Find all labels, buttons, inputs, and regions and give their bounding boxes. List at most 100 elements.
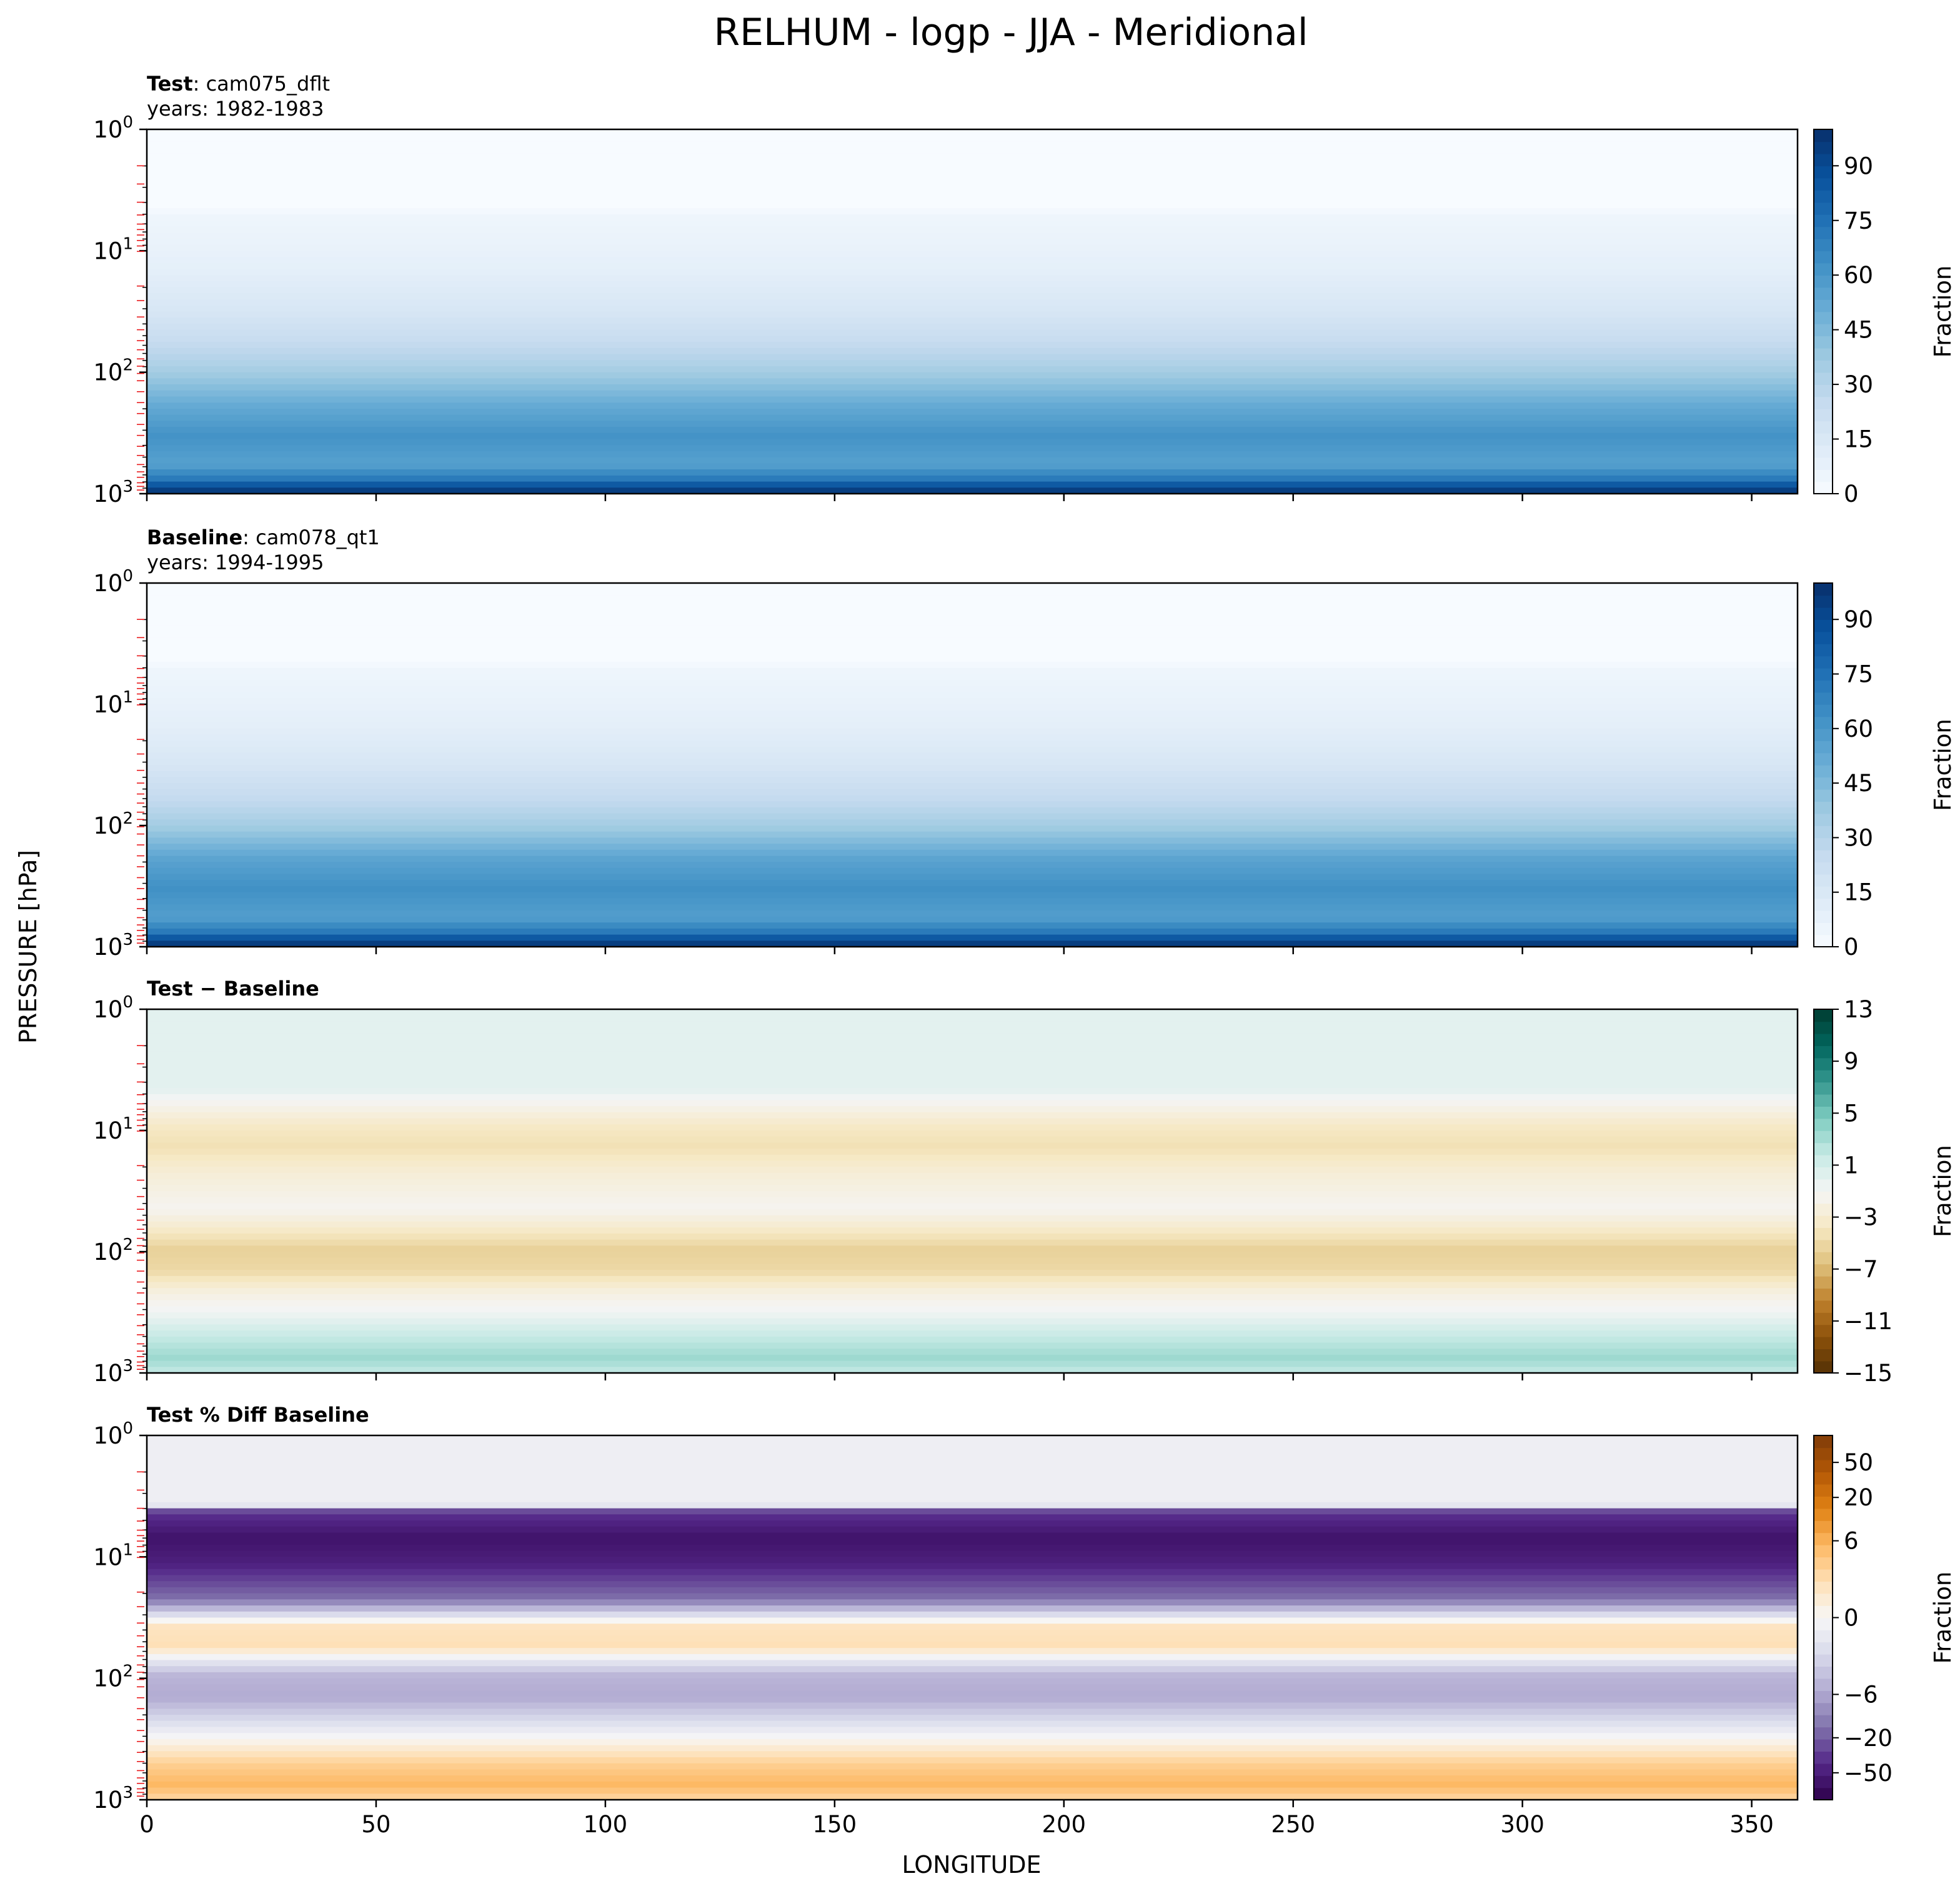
baseline-contour-band xyxy=(147,692,1798,699)
baseline-contour-band xyxy=(147,728,1798,736)
diff-contour-band xyxy=(147,1185,1798,1192)
pctdiff-colorbar-segment xyxy=(1814,1557,1833,1570)
diff-contour-band xyxy=(147,1149,1798,1155)
diff-y-tick-label: 102 xyxy=(93,1235,133,1265)
baseline-colorbar-segment xyxy=(1814,728,1833,741)
pctdiff-colorbar-segment xyxy=(1814,1532,1833,1545)
baseline-contour-band xyxy=(147,837,1798,844)
test-contour-band xyxy=(147,172,1798,179)
baseline-colorbar-segment xyxy=(1814,607,1833,620)
test-contour-band xyxy=(147,469,1798,476)
test-y-tick-label: 102 xyxy=(93,356,133,386)
baseline-contour-band xyxy=(147,777,1798,784)
pctdiff-contour-band xyxy=(147,1484,1798,1491)
pctdiff-colorbar-label: Fraction xyxy=(1929,1572,1956,1664)
baseline-contour-band xyxy=(147,710,1798,717)
test-panel-title: Test: cam075_dflt xyxy=(147,72,330,96)
baseline-colorbar-segment xyxy=(1814,752,1833,766)
baseline-contour-band xyxy=(147,662,1798,669)
pctdiff-contour-band xyxy=(147,1617,1798,1624)
diff-colorbar-segment xyxy=(1814,1130,1833,1144)
pctdiff-colorbar-tick-label: −20 xyxy=(1844,1725,1893,1752)
pctdiff-colorbar-segment xyxy=(1814,1775,1833,1789)
pctdiff-panel-title: Test % Diff Baseline xyxy=(147,1403,369,1427)
test-colorbar-tick-label: 15 xyxy=(1844,426,1873,453)
baseline-y-tick-label: 101 xyxy=(93,688,133,718)
pctdiff-contour-band xyxy=(147,1508,1798,1515)
test-contour-band xyxy=(147,251,1798,257)
pctdiff-contour-band xyxy=(147,1720,1798,1728)
pctdiff-y-tick-label: 100 xyxy=(93,1419,133,1449)
diff-contour-band xyxy=(147,1203,1798,1210)
diff-contour-band xyxy=(147,1239,1798,1247)
baseline-contour-band xyxy=(147,819,1798,826)
test-contour-band xyxy=(147,317,1798,324)
baseline-colorbar-label: Fraction xyxy=(1929,719,1956,811)
pctdiff-contour-band xyxy=(147,1635,1798,1643)
diff-colorbar-tick-label: −11 xyxy=(1844,1308,1893,1335)
diff-colorbar-segment xyxy=(1814,1179,1833,1192)
baseline-colorbar-tick-label: 30 xyxy=(1844,824,1873,851)
pctdiff-colorbar-segment xyxy=(1814,1787,1833,1800)
diff-colorbar-segment xyxy=(1814,1154,1833,1167)
test-contour-band xyxy=(147,347,1798,355)
baseline-contour-band xyxy=(147,583,1798,590)
diff-contour-band xyxy=(147,1306,1798,1313)
pctdiff-contour-band xyxy=(147,1684,1798,1691)
test-colorbar-segment xyxy=(1814,396,1833,409)
test-colorbar-segment xyxy=(1814,202,1833,215)
pctdiff-contour-band xyxy=(147,1642,1798,1649)
pctdiff-contour-band xyxy=(147,1624,1798,1630)
baseline-contour-band xyxy=(147,589,1798,596)
baseline-contour-band xyxy=(147,916,1798,923)
baseline-panel-title: Baseline: cam078_qt1 xyxy=(147,526,380,549)
test-colorbar-segment xyxy=(1814,141,1833,154)
test-contour-band xyxy=(147,445,1798,452)
pctdiff-contour-band xyxy=(147,1575,1798,1582)
pctdiff-colorbar-segment xyxy=(1814,1642,1833,1655)
diff-contour-band xyxy=(147,1300,1798,1307)
baseline-contour-band xyxy=(147,656,1798,662)
baseline-colorbar-segment xyxy=(1814,741,1833,754)
baseline-contour-band xyxy=(147,704,1798,711)
diff-colorbar-segment xyxy=(1814,1336,1833,1349)
diff-colorbar-tick-label: −7 xyxy=(1844,1256,1878,1283)
pctdiff-contour-band xyxy=(147,1605,1798,1612)
test-contour-band xyxy=(147,336,1798,342)
baseline-contour-band xyxy=(147,625,1798,632)
diff-colorbar-segment xyxy=(1814,1288,1833,1301)
test-colorbar-segment xyxy=(1814,226,1833,239)
baseline-contour-band xyxy=(147,613,1798,620)
baseline-contour-band xyxy=(147,941,1798,947)
diff-contour-band xyxy=(147,1191,1798,1198)
diff-contour-band xyxy=(147,1021,1798,1028)
test-colorbar-tick-label: 30 xyxy=(1844,371,1873,398)
diff-colorbar-label: Fraction xyxy=(1929,1145,1956,1237)
diff-panel-title: Test − Baseline xyxy=(147,977,319,1000)
test-colorbar-segment xyxy=(1814,262,1833,276)
diff-contour-band xyxy=(147,1167,1798,1174)
baseline-contour-band xyxy=(147,922,1798,929)
test-contour-band xyxy=(147,196,1798,203)
pctdiff-contour-band xyxy=(147,1727,1798,1734)
pctdiff-colorbar-segment xyxy=(1814,1678,1833,1691)
pctdiff-contour-band xyxy=(147,1709,1798,1715)
baseline-colorbar-segment xyxy=(1814,656,1833,669)
diff-colorbar-tick-label: −3 xyxy=(1844,1204,1878,1231)
test-contour-band xyxy=(147,269,1798,276)
diff-contour-band xyxy=(147,1009,1798,1016)
diff-contour-band xyxy=(147,1270,1798,1277)
test-colorbar-segment xyxy=(1814,432,1833,446)
diff-contour-band xyxy=(147,1082,1798,1089)
test-contour-band xyxy=(147,238,1798,246)
baseline-contour-band xyxy=(147,862,1798,869)
baseline-contour-band xyxy=(147,801,1798,808)
test-colorbar-segment xyxy=(1814,153,1833,167)
test-y-tick-label: 103 xyxy=(93,477,133,507)
diff-contour-band xyxy=(147,1179,1798,1186)
diff-contour-band xyxy=(147,1033,1798,1040)
baseline-colorbar-segment xyxy=(1814,692,1833,705)
test-contour-band xyxy=(147,311,1798,318)
x-tick-label: 200 xyxy=(1042,1811,1086,1838)
